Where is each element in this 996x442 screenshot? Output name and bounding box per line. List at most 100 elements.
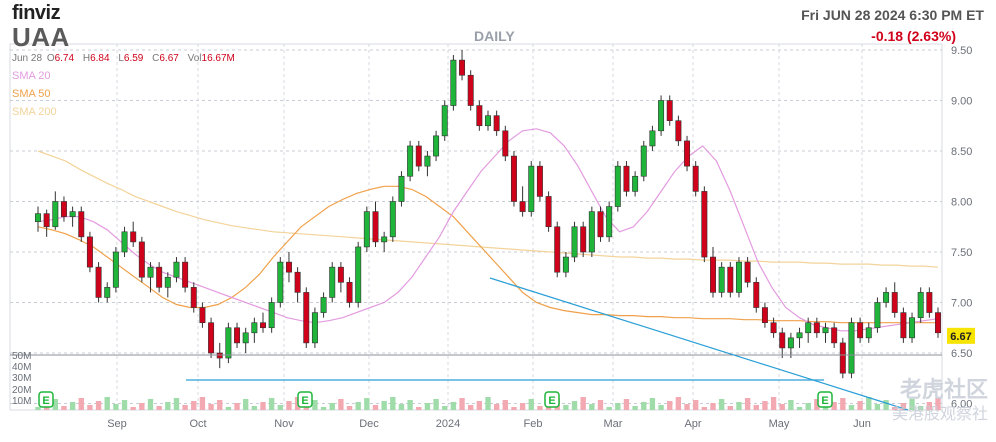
volume-bar	[822, 406, 829, 410]
volume-bar	[424, 403, 431, 410]
volume-bar	[485, 397, 491, 410]
volume-bar	[718, 399, 725, 410]
volume-bar	[805, 403, 811, 410]
candle-body	[277, 261, 284, 303]
close-value: 6.67	[159, 53, 179, 64]
quote-datetime: Fri JUN 28 2024 6:30 PM ET	[801, 7, 984, 23]
month-label: Jun	[853, 418, 871, 430]
volume-bar	[442, 406, 448, 410]
candle-body	[294, 271, 301, 293]
candle-body	[536, 165, 543, 197]
candle-body	[337, 266, 344, 283]
volume-bar	[727, 406, 733, 410]
earnings-marker	[817, 391, 833, 408]
ohlc-date: Jun 28	[12, 53, 43, 64]
candle-body	[701, 191, 708, 258]
volume-bar	[476, 401, 483, 410]
earnings-marker-label: E	[821, 395, 828, 407]
candle-body	[839, 342, 846, 374]
candle-body	[493, 115, 500, 132]
sma50-legend: SMA 50	[12, 88, 51, 100]
last-price-label: 6.67	[950, 331, 971, 343]
candle-body	[459, 59, 466, 76]
candle-body	[614, 165, 621, 207]
candle-body	[787, 337, 794, 349]
candle-body	[441, 105, 448, 137]
candle-body	[917, 292, 924, 318]
volume-bar	[416, 407, 422, 410]
candle-body	[199, 307, 206, 323]
volume-bar	[208, 404, 214, 410]
volume-bar	[537, 406, 543, 410]
candle-body	[303, 292, 310, 344]
volume-bar	[883, 400, 889, 410]
volume-bar	[753, 405, 759, 410]
volume-bar	[649, 398, 656, 410]
candle-body	[554, 226, 561, 273]
candle-body	[900, 312, 907, 339]
volume-bar	[528, 399, 534, 410]
volume-bar	[658, 405, 664, 410]
volume-bar	[788, 400, 794, 410]
sma50-line	[37, 185, 938, 324]
candle-body	[519, 201, 526, 212]
volume-bar	[381, 401, 387, 410]
price-tick-label: 6.50	[951, 348, 972, 360]
volume-bar	[260, 402, 266, 410]
volume-bar	[130, 407, 136, 410]
candle-body	[666, 100, 673, 122]
candle-body	[147, 266, 154, 278]
candle-body	[268, 302, 275, 329]
volume-bar	[701, 407, 708, 410]
candle-body	[208, 322, 215, 354]
volume-tick-label: 40M	[12, 362, 31, 373]
candle-body	[545, 196, 552, 228]
month-label: May	[769, 418, 790, 430]
volume-bar	[900, 403, 907, 410]
candle-body	[510, 155, 517, 202]
last-price-tag	[947, 327, 975, 344]
candle-body	[874, 302, 881, 329]
candle-body	[796, 332, 803, 339]
candle-body	[623, 165, 630, 192]
volume-bar	[909, 399, 915, 410]
volume-bar	[770, 397, 777, 410]
candle-body	[909, 317, 916, 339]
volume-bar	[156, 406, 162, 410]
candle-body	[78, 211, 85, 238]
volume-bar	[69, 402, 76, 410]
earnings-marker	[38, 391, 54, 408]
volume-bar	[848, 405, 855, 410]
volume-bar	[243, 399, 249, 410]
low-value: 6.59	[123, 53, 144, 64]
volume-bar	[580, 397, 586, 410]
volume-bar	[511, 407, 517, 410]
candle-body	[182, 261, 189, 288]
sma200-line	[37, 150, 939, 268]
ohlc-readout: Jun 28 O6.74 H6.84 L6.59 C6.67 Vol16.67M	[12, 53, 241, 64]
candle-body	[632, 175, 639, 192]
candle-body	[130, 231, 137, 243]
volume-bar	[121, 400, 128, 410]
month-label: Nov	[274, 418, 294, 430]
volume-bar	[892, 407, 898, 410]
volume-bar	[684, 404, 690, 410]
candle-body	[173, 261, 180, 278]
volume-bar	[191, 401, 197, 410]
volume-bar	[450, 402, 457, 410]
volume-bar	[139, 403, 145, 410]
candle-body	[138, 241, 145, 278]
volume-bar	[623, 399, 630, 410]
finviz-logo: finviz	[12, 2, 61, 24]
volume-bar	[641, 402, 647, 410]
volume-bar	[225, 407, 232, 410]
downtrend-line	[489, 277, 909, 411]
candle-body	[848, 322, 855, 374]
volume-tick-label: 50M	[12, 351, 31, 362]
month-label: Oct	[189, 418, 206, 430]
volume-bar	[407, 400, 413, 410]
candle-body	[588, 211, 595, 253]
volume-bar	[364, 398, 370, 410]
candle-body	[753, 281, 760, 308]
volume-bar	[459, 398, 465, 410]
